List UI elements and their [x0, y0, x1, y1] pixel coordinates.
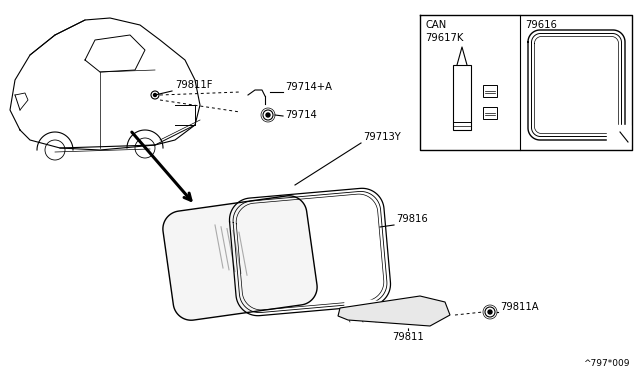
Polygon shape — [607, 125, 630, 145]
Polygon shape — [338, 296, 450, 326]
Circle shape — [266, 113, 270, 117]
Bar — [483, 107, 497, 119]
Circle shape — [154, 93, 157, 96]
Circle shape — [488, 310, 492, 314]
Polygon shape — [345, 295, 420, 330]
Text: CAN: CAN — [425, 20, 446, 30]
Text: 79811: 79811 — [392, 332, 424, 342]
Text: 79811A: 79811A — [500, 302, 539, 312]
Text: 79713Y: 79713Y — [363, 132, 401, 142]
Text: ^797*009: ^797*009 — [584, 359, 630, 368]
Bar — [453, 65, 471, 130]
Polygon shape — [163, 196, 317, 320]
Text: 79714: 79714 — [285, 110, 317, 120]
Text: 79616: 79616 — [525, 20, 557, 30]
Text: 79811F: 79811F — [175, 80, 212, 90]
Bar — [483, 85, 497, 97]
Text: 79816: 79816 — [396, 214, 428, 224]
Text: 79714+A: 79714+A — [285, 82, 332, 92]
Text: 79617K: 79617K — [425, 33, 463, 43]
